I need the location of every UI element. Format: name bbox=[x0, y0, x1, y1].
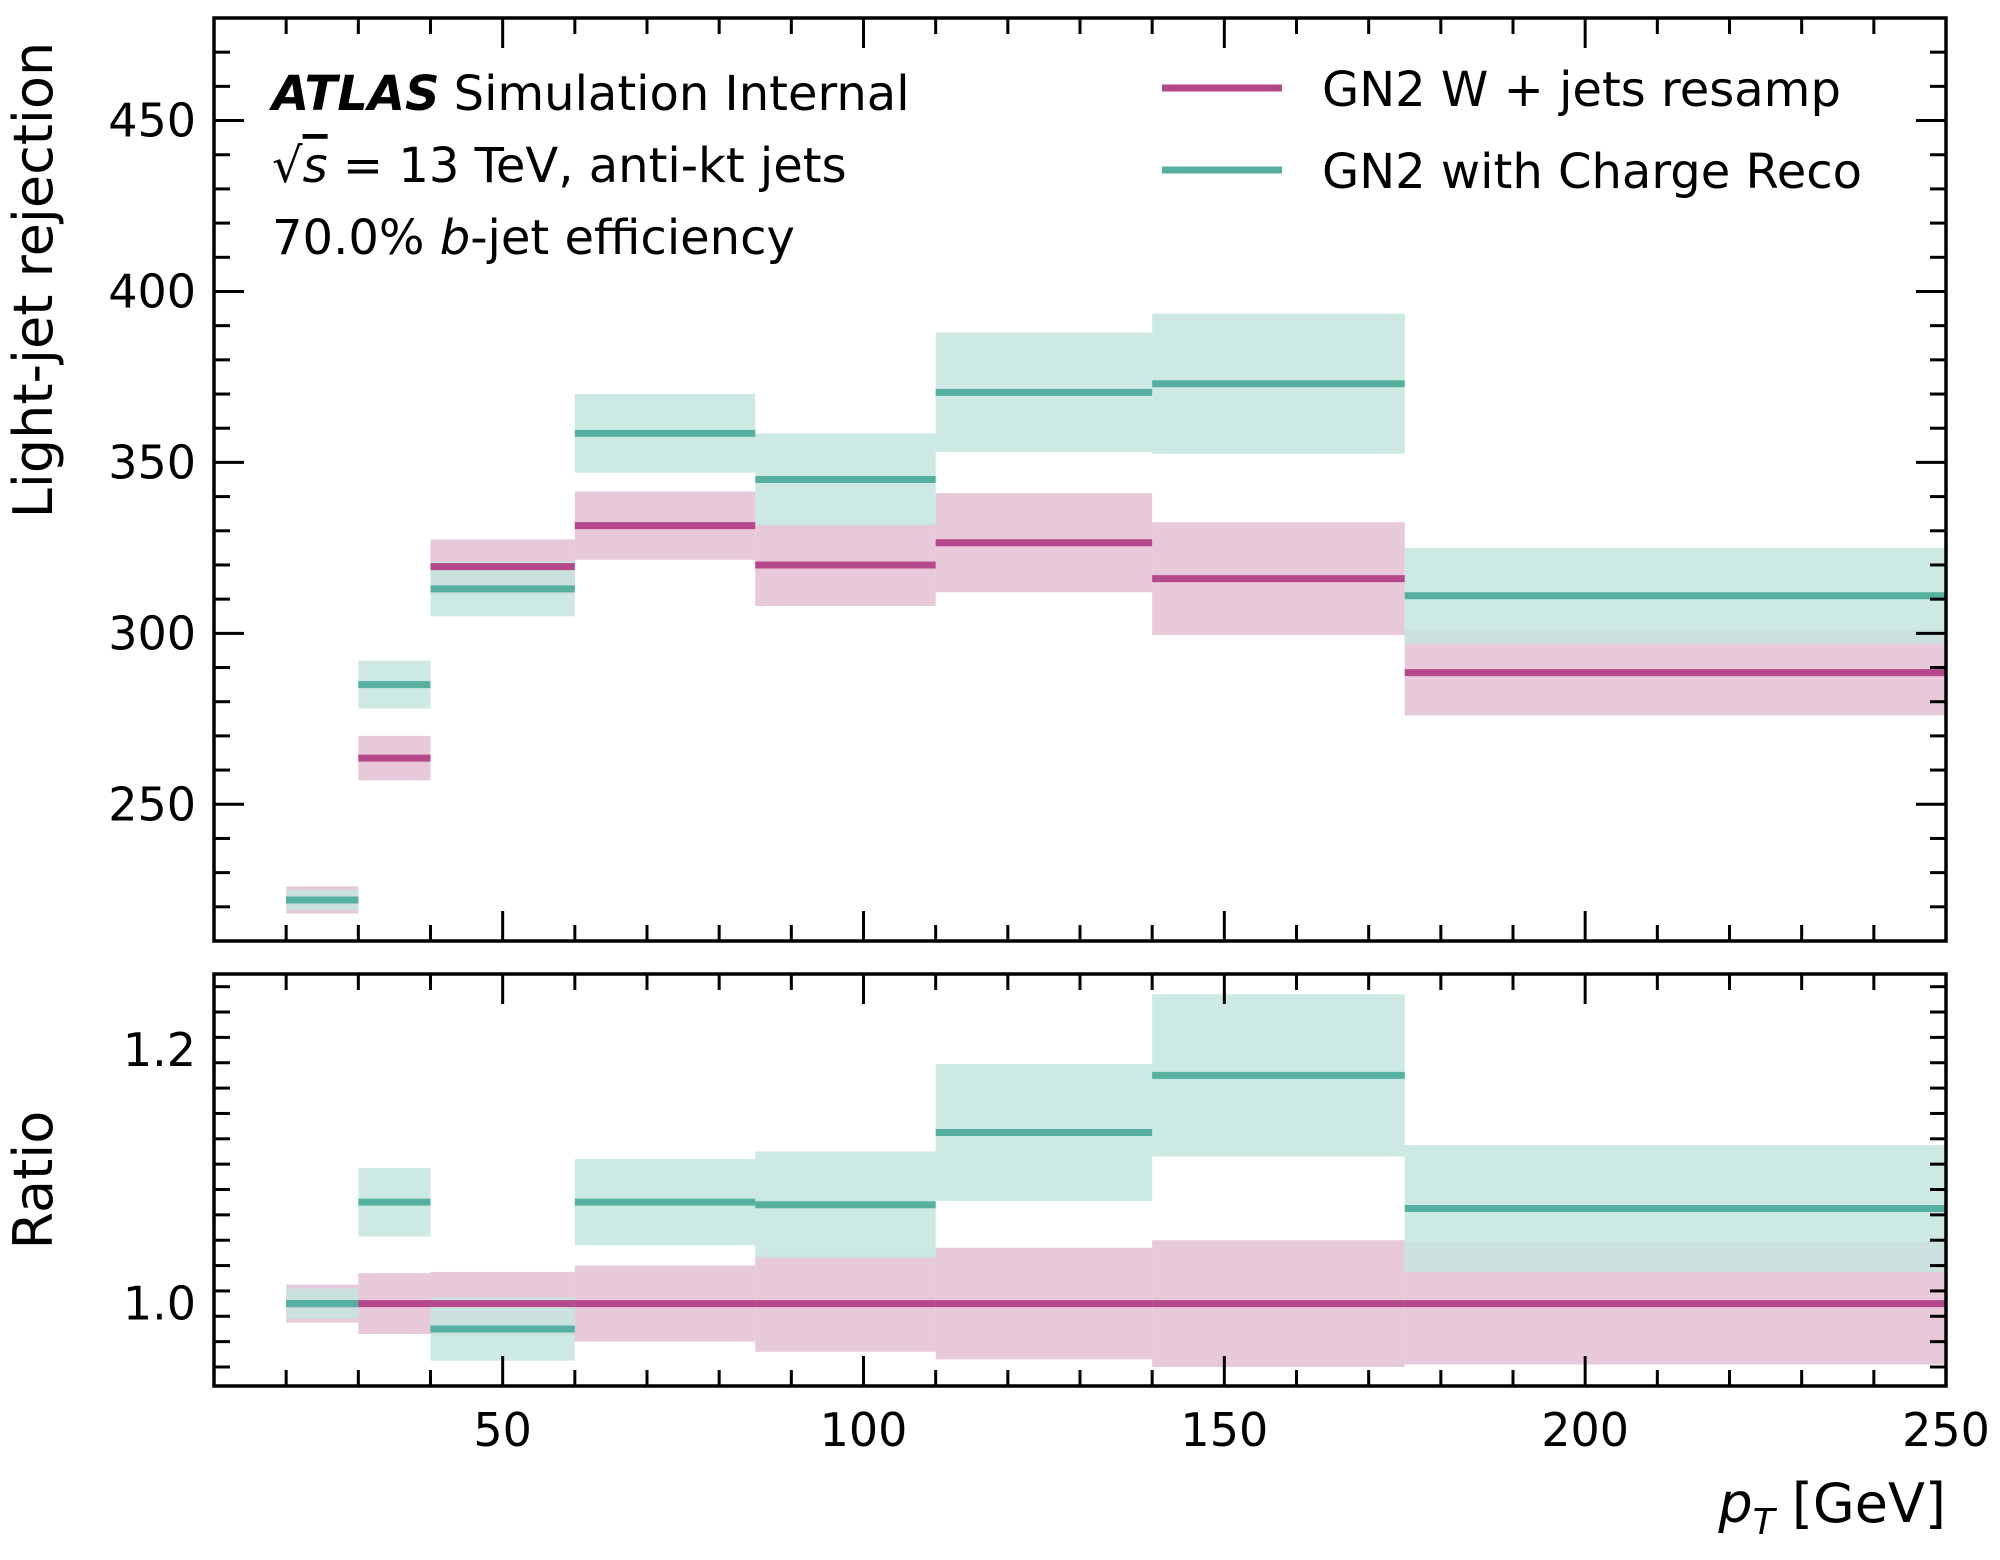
top-y-axis-label: Light-jet rejection bbox=[2, 42, 65, 518]
ratio-panel-frame bbox=[212, 972, 1948, 1388]
legend-label-charge-reco: GN2 with Charge Reco bbox=[1322, 144, 1862, 200]
ratio-y-tick-label: 1.0 bbox=[123, 1277, 196, 1331]
energy-rest: = 13 TeV, anti-kt jets bbox=[328, 138, 847, 194]
x-axis-symbol: p bbox=[1717, 1472, 1752, 1535]
x-tick-label: 250 bbox=[1902, 1403, 1990, 1457]
atlas-experiment: ATLAS bbox=[268, 66, 440, 122]
efficiency-b: b bbox=[440, 210, 470, 266]
axis-ticks: 50 100 150 200 250 250 300 350 400 450 1.0 1.2 bbox=[108, 18, 1990, 1457]
atlas-label: ATLAS Simulation Internal bbox=[268, 66, 910, 122]
legend-label-wjets: GN2 W + jets resamp bbox=[1322, 62, 1841, 118]
ratio-panel-bands bbox=[286, 994, 1946, 1367]
energy-label: √s = 13 TeV, anti-kt jets bbox=[272, 138, 847, 194]
sqrt-symbol: √ bbox=[272, 138, 303, 194]
x-tick-label: 100 bbox=[820, 1403, 908, 1457]
x-axis-subscript: T bbox=[1753, 1502, 1778, 1543]
top-y-tick-label: 350 bbox=[108, 435, 196, 489]
x-tick-label: 50 bbox=[473, 1403, 532, 1457]
efficiency-label: 70.0% b-jet efficiency bbox=[272, 210, 795, 266]
top-y-tick-label: 450 bbox=[108, 94, 196, 148]
top-panel-bands bbox=[286, 313, 1946, 914]
ratio-panel-lines bbox=[286, 1071, 1946, 1333]
top-y-tick-label: 250 bbox=[108, 777, 196, 831]
energy-s: s bbox=[303, 138, 328, 194]
x-tick-label: 200 bbox=[1541, 1403, 1629, 1457]
ratio-y-tick-label: 1.2 bbox=[123, 1023, 196, 1077]
atlas-suffix: Simulation Internal bbox=[454, 66, 910, 122]
efficiency-value: 70.0% bbox=[272, 210, 440, 266]
legend: GN2 W + jets resamp GN2 with Charge Reco bbox=[1162, 62, 1862, 200]
top-panel-lines bbox=[286, 380, 1946, 904]
x-axis-label: pT [GeV] bbox=[1717, 1472, 1946, 1543]
x-tick-label: 150 bbox=[1180, 1403, 1268, 1457]
x-axis-unit: [GeV] bbox=[1775, 1472, 1946, 1535]
ratio-y-axis-label: Ratio bbox=[2, 1111, 65, 1250]
top-y-tick-label: 400 bbox=[108, 264, 196, 318]
top-panel-frame bbox=[212, 16, 1948, 943]
efficiency-rest: -jet efficiency bbox=[470, 210, 795, 266]
top-y-tick-label: 300 bbox=[108, 606, 196, 660]
